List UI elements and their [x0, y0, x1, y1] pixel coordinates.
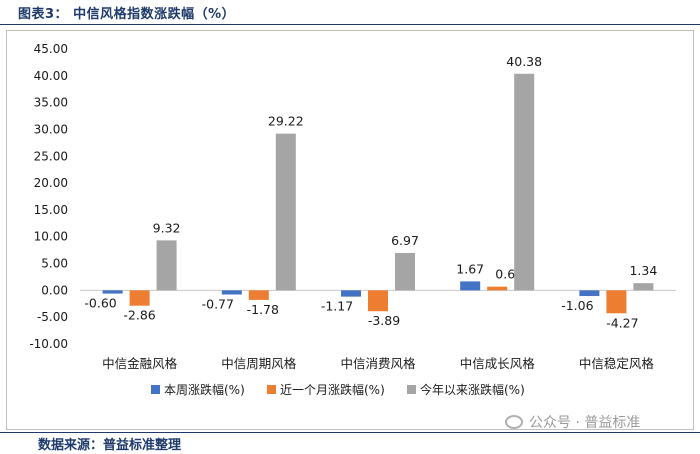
- data-label: 9.32: [153, 220, 181, 235]
- bar-chart: 45.00 40.00 35.00 30.00 25.00 20.00 15.00 10.00…: [29, 42, 676, 397]
- data-label: -1.17: [321, 299, 353, 314]
- bar: [341, 290, 361, 297]
- bar: [514, 73, 535, 291]
- y-tick-label: -10.00: [29, 337, 68, 351]
- y-tick-label: 40.00: [34, 69, 68, 83]
- x-tick-label: 中信周期风格: [221, 356, 297, 371]
- chart-title: 图表3： 中信风格指数涨跌幅（%）: [18, 7, 236, 22]
- y-tick-label: 10.00: [34, 230, 68, 244]
- bar: [606, 290, 627, 314]
- y-tick-label: -5.00: [37, 310, 68, 324]
- y-tick-label: 15.00: [34, 203, 68, 217]
- bar: [221, 290, 242, 295]
- data-label: -0.60: [84, 296, 116, 311]
- legend-swatch: [151, 385, 160, 394]
- x-tick-label: 中信金融风格: [102, 356, 178, 371]
- bar: [368, 290, 388, 312]
- legend-label: 近一个月涨跌幅(%): [280, 382, 385, 397]
- data-label: 29.22: [268, 114, 304, 129]
- x-tick-label: 中信消费风格: [340, 356, 416, 371]
- data-source: 数据来源：普益标准整理: [38, 438, 182, 453]
- bar: [579, 290, 600, 297]
- bar: [487, 286, 508, 291]
- data-label: 1.67: [456, 261, 484, 276]
- watermark: 公众号 · 普益标准: [505, 412, 640, 432]
- bar: [156, 240, 177, 291]
- bottom-rule: [0, 432, 700, 433]
- wechat-icon: [505, 415, 523, 429]
- watermark-text: 公众号 · 普益标准: [529, 415, 641, 431]
- data-label: -1.78: [247, 302, 279, 317]
- y-tick-label: 5.00: [41, 257, 68, 271]
- legend-swatch: [267, 385, 276, 394]
- legend-label: 今年以来涨跌幅(%): [420, 382, 525, 397]
- data-label: 6.97: [391, 233, 419, 248]
- data-label: -0.77: [202, 296, 234, 311]
- bar: [248, 290, 269, 300]
- y-tick-label: 30.00: [34, 122, 68, 136]
- x-tick-label: 中信成长风格: [460, 356, 536, 371]
- bar: [633, 283, 654, 291]
- y-tick-label: 20.00: [34, 176, 68, 190]
- data-label: -2.86: [123, 308, 155, 323]
- data-label: -1.06: [561, 298, 593, 313]
- data-label: 1.34: [629, 263, 657, 278]
- bar: [102, 290, 123, 294]
- y-tick-label: 45.00: [34, 42, 68, 56]
- top-rule: [0, 24, 700, 25]
- y-tick-label: 25.00: [34, 149, 68, 163]
- bar: [129, 290, 150, 306]
- y-tick-label: 35.00: [34, 96, 68, 110]
- legend-label: 本周涨跌幅(%): [164, 382, 245, 397]
- chart-frame: [6, 30, 694, 430]
- y-tick-label: 0.00: [41, 283, 68, 297]
- legend-swatch: [407, 385, 416, 394]
- data-label: -3.89: [368, 313, 400, 328]
- bar: [460, 281, 481, 291]
- bar: [275, 133, 296, 291]
- x-tick-label: 中信稳定风格: [579, 356, 655, 371]
- bar: [395, 252, 415, 291]
- data-label: -4.27: [606, 315, 638, 330]
- data-label: 40.38: [506, 54, 542, 69]
